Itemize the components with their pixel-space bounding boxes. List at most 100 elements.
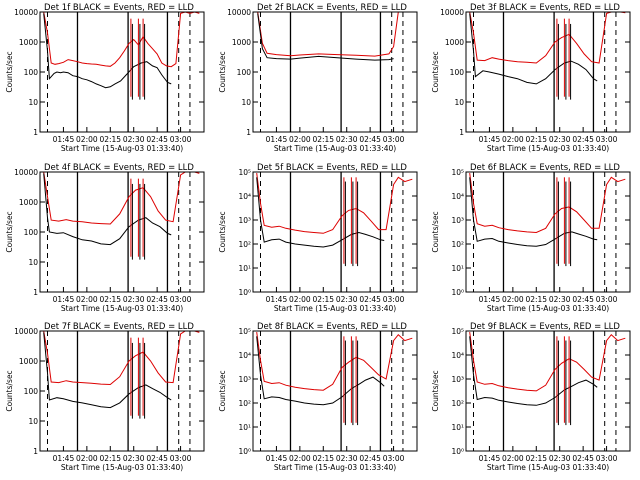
y-axis-label: Counts/sec — [431, 211, 440, 252]
x-tick-label: 03:00 — [170, 135, 192, 144]
series-lld-line — [43, 171, 200, 225]
x-axis-label: Start Time (15-Aug-03 01:33:40) — [274, 304, 396, 313]
y-tick-label: 10⁰ — [451, 447, 464, 456]
y-tick-label: 10000 — [227, 8, 251, 17]
y-tick-label: 10² — [451, 399, 464, 408]
panel-title: Det 2f BLACK = Events, RED = LLD — [257, 3, 407, 13]
panel-title: Det 7f BLACK = Events, RED = LLD — [44, 322, 194, 332]
x-tick-label: 02:00 — [76, 135, 98, 144]
plot-frame — [465, 330, 631, 452]
y-tick-label: 10⁵ — [451, 327, 464, 336]
x-tick-label: 02:30 — [336, 295, 358, 304]
y-tick-label: 10⁴ — [451, 351, 464, 360]
y-tick-label: 10⁵ — [238, 168, 251, 177]
series-lld-line — [469, 11, 626, 64]
x-tick-label: 03:00 — [170, 454, 192, 463]
x-tick-label: 02:00 — [76, 454, 98, 463]
x-tick-label: 01:45 — [53, 135, 75, 144]
x-axis-label: Start Time (15-Aug-03 01:33:40) — [274, 463, 396, 472]
x-tick-label: 02:15 — [525, 135, 547, 144]
series-events-line — [256, 336, 385, 406]
x-tick-label: 02:45 — [572, 295, 594, 304]
x-axis-label: Start Time (15-Aug-03 01:33:40) — [274, 144, 396, 153]
x-tick-label: 01:45 — [266, 454, 288, 463]
series-events-line — [469, 177, 598, 247]
plot-frame — [252, 330, 418, 452]
y-tick-label: 10³ — [451, 375, 464, 384]
x-tick-label: 02:45 — [146, 295, 168, 304]
x-tick-label: 03:00 — [170, 295, 192, 304]
y-axis-label: Counts/sec — [431, 51, 440, 92]
panel-title: Det 6f BLACK = Events, RED = LLD — [470, 163, 620, 173]
panel-det-1: Det 1f BLACK = Events, RED = LLD 1 10 100 10… — [5, 3, 205, 153]
x-tick-label: 02:45 — [359, 295, 381, 304]
y-tick-label: 10² — [238, 399, 251, 408]
x-tick-label: 02:15 — [312, 295, 334, 304]
series-events-line — [43, 173, 172, 246]
y-tick-label: 10⁰ — [238, 447, 251, 456]
y-tick-label: 10 — [241, 98, 251, 107]
x-tick-label: 02:30 — [123, 454, 145, 463]
x-tick-label: 02:30 — [549, 135, 571, 144]
y-tick-label: 10⁵ — [238, 327, 251, 336]
y-tick-label: 10² — [451, 240, 464, 249]
x-tick-label: 02:30 — [549, 454, 571, 463]
y-tick-label: 10² — [238, 240, 251, 249]
panel-det-6: Det 6f BLACK = Events, RED = LLD 10⁰ 10¹ 10… — [431, 163, 631, 313]
y-tick-label: 10⁴ — [238, 192, 251, 201]
panel-det-3: Det 3f BLACK = Events, RED = LLD 1 10 100 10… — [431, 3, 631, 153]
series-events-line — [43, 13, 172, 89]
y-tick-label: 1 — [459, 128, 464, 137]
y-tick-label: 10³ — [238, 375, 251, 384]
y-tick-label: 10¹ — [451, 264, 464, 273]
y-tick-label: 100 — [450, 68, 465, 77]
x-tick-label: 02:15 — [99, 135, 121, 144]
x-tick-label: 02:45 — [146, 135, 168, 144]
x-tick-label: 01:45 — [53, 295, 75, 304]
y-tick-label: 1000 — [19, 38, 38, 47]
y-axis-label: Counts/sec — [431, 370, 440, 411]
y-tick-label: 10000 — [14, 327, 38, 336]
y-tick-label: 1 — [33, 447, 38, 456]
x-tick-label: 02:45 — [359, 135, 381, 144]
panel-title: Det 5f BLACK = Events, RED = LLD — [257, 163, 407, 173]
x-tick-label: 02:15 — [525, 295, 547, 304]
panel-title: Det 8f BLACK = Events, RED = LLD — [257, 322, 407, 332]
series-events-line — [469, 336, 598, 406]
panel-title: Det 4f BLACK = Events, RED = LLD — [44, 163, 194, 173]
panel-title: Det 3f BLACK = Events, RED = LLD — [470, 3, 620, 13]
x-tick-label: 01:45 — [53, 454, 75, 463]
y-tick-label: 1000 — [232, 38, 251, 47]
x-tick-label: 02:45 — [359, 454, 381, 463]
x-tick-label: 02:00 — [289, 295, 311, 304]
x-tick-label: 03:00 — [383, 454, 405, 463]
panel-title: Det 1f BLACK = Events, RED = LLD — [44, 3, 194, 13]
y-tick-label: 10 — [28, 98, 38, 107]
x-tick-label: 02:45 — [572, 454, 594, 463]
y-tick-label: 10¹ — [238, 264, 251, 273]
series-lld-line — [469, 173, 626, 234]
y-tick-label: 10 — [454, 98, 464, 107]
x-tick-label: 02:30 — [123, 295, 145, 304]
x-tick-label: 02:30 — [336, 135, 358, 144]
plot-frame — [252, 171, 418, 293]
y-tick-label: 10¹ — [238, 423, 251, 432]
panel-title: Det 9f BLACK = Events, RED = LLD — [470, 322, 620, 332]
panel-det-4: Det 4f BLACK = Events, RED = LLD 1 10 100 10… — [5, 163, 205, 313]
x-tick-label: 02:30 — [336, 454, 358, 463]
plot-frame — [39, 171, 205, 293]
y-tick-label: 10¹ — [451, 423, 464, 432]
y-tick-label: 100 — [24, 68, 39, 77]
x-tick-label: 02:15 — [99, 454, 121, 463]
panel-det-9: Det 9f BLACK = Events, RED = LLD 10⁰ 10¹ 10… — [431, 322, 631, 472]
y-tick-label: 100 — [24, 228, 39, 237]
series-lld-line — [43, 330, 200, 386]
x-tick-label: 02:15 — [525, 454, 547, 463]
y-axis-label: Counts/sec — [5, 370, 14, 411]
x-tick-label: 02:00 — [502, 135, 524, 144]
y-axis-label: Counts/sec — [218, 211, 227, 252]
y-tick-label: 1 — [33, 288, 38, 297]
x-tick-label: 01:45 — [479, 135, 501, 144]
x-tick-label: 02:00 — [76, 295, 98, 304]
x-tick-label: 02:00 — [502, 454, 524, 463]
